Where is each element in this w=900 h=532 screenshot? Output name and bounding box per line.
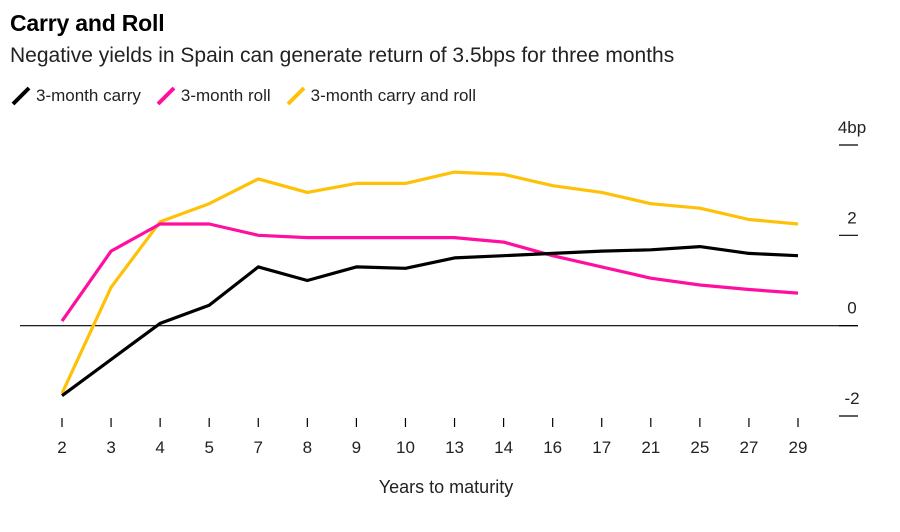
legend-label-roll: 3-month roll xyxy=(180,86,271,105)
series-line-carry-and-roll xyxy=(60,170,799,395)
legend-swatch-roll xyxy=(156,86,176,106)
x-tick-label: 14 xyxy=(494,438,513,457)
legend-swatch-carry-and-roll xyxy=(286,86,306,106)
x-tick-label: 4 xyxy=(155,438,164,457)
series-line-roll xyxy=(60,222,799,323)
legend-label-carry: 3-month carry xyxy=(36,86,141,105)
legend-item-carry: 3-month carry xyxy=(10,85,141,107)
x-tick-label: 17 xyxy=(592,438,611,457)
y-tick-label: 4bp xyxy=(838,118,866,137)
chart-subtitle: Negative yields in Spain can generate re… xyxy=(10,44,675,67)
legend-label-carry-and-roll: 3-month carry and roll xyxy=(310,86,476,105)
x-tick-label: 27 xyxy=(739,438,758,457)
x-tick-label: 5 xyxy=(204,438,213,457)
chart-title: Carry and Roll xyxy=(10,10,165,36)
legend: 3-month carry 3-month roll 3-month carry… xyxy=(10,82,490,110)
x-tick-label: 25 xyxy=(690,438,709,457)
x-tick-label: 29 xyxy=(789,438,808,457)
y-tick-label: 2 xyxy=(847,208,856,227)
legend-item-carry-and-roll: 3-month carry and roll xyxy=(285,85,476,107)
x-axis-label: Years to maturity xyxy=(379,477,513,497)
x-tick-label: 2 xyxy=(57,438,66,457)
x-tick-label: 7 xyxy=(254,438,263,457)
x-tick-label: 9 xyxy=(352,438,361,457)
x-tick-label: 10 xyxy=(396,438,415,457)
legend-item-roll: 3-month roll xyxy=(155,85,271,107)
y-tick-label: -2 xyxy=(844,389,859,408)
x-tick-label: 13 xyxy=(445,438,464,457)
y-tick-label: 0 xyxy=(847,299,856,318)
x-tick-label: 8 xyxy=(303,438,312,457)
x-tick-label: 16 xyxy=(543,438,562,457)
x-tick-label: 3 xyxy=(106,438,115,457)
legend-swatch-carry xyxy=(11,86,31,106)
series-line-carry xyxy=(61,245,799,397)
x-tick-label: 21 xyxy=(641,438,660,457)
